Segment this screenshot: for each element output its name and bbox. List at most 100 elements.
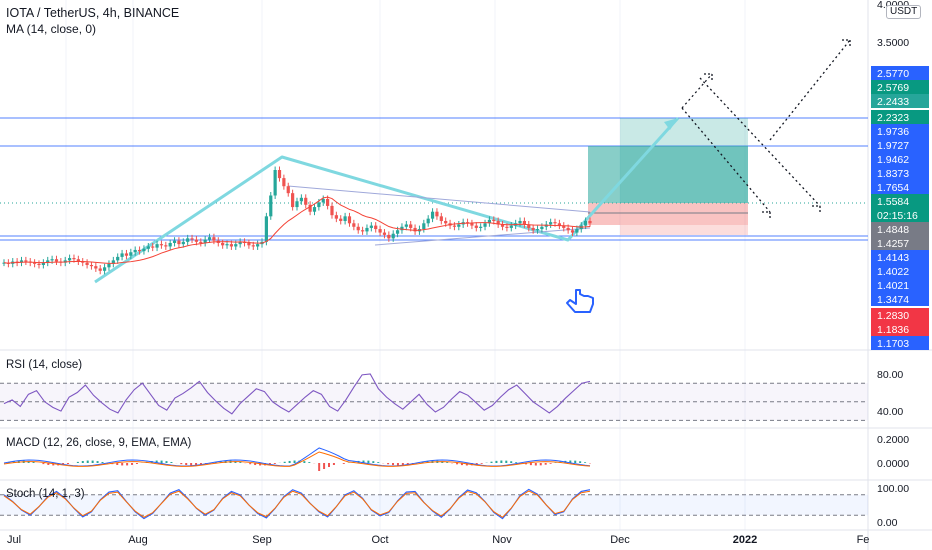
- candle[interactable]: [308, 204, 312, 212]
- price-tag[interactable]: [871, 222, 929, 236]
- candle[interactable]: [487, 219, 492, 224]
- candle[interactable]: [273, 170, 277, 196]
- stoch-pane-title[interactable]: Stoch (14, 1, 3): [6, 488, 85, 500]
- candle[interactable]: [312, 207, 317, 212]
- candle[interactable]: [330, 205, 334, 216]
- candle[interactable]: [116, 256, 120, 261]
- candle[interactable]: [483, 223, 487, 227]
- candle[interactable]: [299, 197, 303, 202]
- candle[interactable]: [89, 265, 94, 267]
- candle[interactable]: [404, 224, 408, 227]
- projection-arrow[interactable]: [699, 77, 821, 207]
- candle[interactable]: [207, 237, 212, 240]
- candle[interactable]: [94, 266, 98, 269]
- candle[interactable]: [247, 242, 251, 246]
- ma-indicator-label[interactable]: MA (14, close, 0): [6, 22, 97, 36]
- candle[interactable]: [457, 224, 461, 227]
- price-tag[interactable]: [871, 110, 929, 124]
- candle[interactable]: [33, 262, 37, 264]
- candle[interactable]: [400, 226, 404, 231]
- price-tag[interactable]: [871, 208, 929, 222]
- price-tag[interactable]: [871, 138, 929, 152]
- price-tag[interactable]: [871, 278, 929, 292]
- candle[interactable]: [584, 220, 588, 226]
- candle[interactable]: [194, 239, 199, 242]
- candle[interactable]: [41, 262, 45, 265]
- candle[interactable]: [527, 224, 531, 228]
- price-pane[interactable]: [0, 39, 868, 284]
- candle[interactable]: [124, 253, 129, 256]
- time-axis[interactable]: Jul Aug Sep Oct Nov Dec 2022 Fe: [7, 534, 869, 546]
- candle[interactable]: [518, 220, 522, 224]
- candle[interactable]: [382, 232, 387, 235]
- symbol-title[interactable]: IOTA / TetherUS, 4h, BINANCE: [6, 6, 180, 20]
- price-tag[interactable]: [871, 250, 929, 264]
- candle[interactable]: [430, 211, 435, 219]
- candle[interactable]: [98, 268, 102, 271]
- candle[interactable]: [570, 230, 575, 233]
- candle[interactable]: [347, 216, 352, 224]
- position-stop-zone[interactable]: [588, 203, 748, 225]
- projection-arrow[interactable]: [681, 73, 713, 109]
- candle[interactable]: [326, 198, 330, 206]
- candle[interactable]: [365, 227, 369, 232]
- candle[interactable]: [588, 220, 592, 224]
- candle[interactable]: [291, 193, 295, 208]
- price-tag[interactable]: [871, 152, 929, 166]
- candle[interactable]: [413, 227, 417, 232]
- candle[interactable]: [444, 220, 448, 224]
- candle[interactable]: [435, 211, 439, 217]
- candle[interactable]: [557, 223, 561, 226]
- candle[interactable]: [334, 215, 338, 219]
- candle[interactable]: [111, 260, 115, 264]
- candle[interactable]: [102, 267, 107, 271]
- candle[interactable]: [199, 241, 203, 243]
- candle[interactable]: [164, 245, 168, 247]
- candle[interactable]: [264, 216, 268, 242]
- candle[interactable]: [391, 233, 395, 239]
- price-tag[interactable]: [871, 94, 929, 108]
- candle[interactable]: [269, 195, 273, 217]
- candle[interactable]: [575, 229, 579, 233]
- candle[interactable]: [85, 262, 89, 265]
- candle[interactable]: [72, 258, 76, 260]
- trendline-lower[interactable]: [374, 227, 591, 246]
- candle[interactable]: [321, 198, 325, 203]
- candle[interactable]: [229, 244, 234, 247]
- candle[interactable]: [295, 201, 299, 208]
- candle[interactable]: [479, 226, 483, 228]
- candle[interactable]: [566, 227, 570, 231]
- candle[interactable]: [343, 216, 347, 221]
- price-tag[interactable]: [871, 308, 929, 322]
- price-tag[interactable]: [871, 166, 929, 180]
- candle[interactable]: [500, 224, 505, 227]
- candle[interactable]: [212, 237, 216, 241]
- candle[interactable]: [352, 223, 356, 227]
- candle[interactable]: [19, 260, 24, 263]
- candle[interactable]: [474, 225, 478, 228]
- candle[interactable]: [37, 263, 41, 265]
- candle[interactable]: [203, 239, 207, 243]
- candle[interactable]: [251, 245, 255, 247]
- projection-arrow[interactable]: [769, 39, 851, 141]
- rsi-pane-title[interactable]: RSI (14, close): [6, 359, 83, 371]
- candle[interactable]: [304, 197, 308, 205]
- candle[interactable]: [509, 225, 513, 228]
- price-tag[interactable]: [871, 180, 929, 194]
- candle[interactable]: [133, 249, 137, 253]
- candle[interactable]: [452, 225, 457, 227]
- position-stop-zone-2[interactable]: [620, 225, 748, 235]
- candle[interactable]: [120, 253, 124, 257]
- candle[interactable]: [234, 244, 238, 247]
- price-tag[interactable]: [871, 236, 929, 250]
- candle[interactable]: [50, 259, 54, 261]
- candle[interactable]: [496, 220, 500, 225]
- rsi-pane[interactable]: [0, 373, 868, 421]
- candle[interactable]: [146, 246, 150, 249]
- candle[interactable]: [81, 261, 85, 263]
- candle[interactable]: [256, 244, 260, 247]
- candle[interactable]: [422, 223, 426, 230]
- candle[interactable]: [238, 241, 242, 245]
- position-target-zone[interactable]: [588, 146, 748, 203]
- macd-pane-title[interactable]: MACD (12, 26, close, 9, EMA, EMA): [6, 437, 192, 449]
